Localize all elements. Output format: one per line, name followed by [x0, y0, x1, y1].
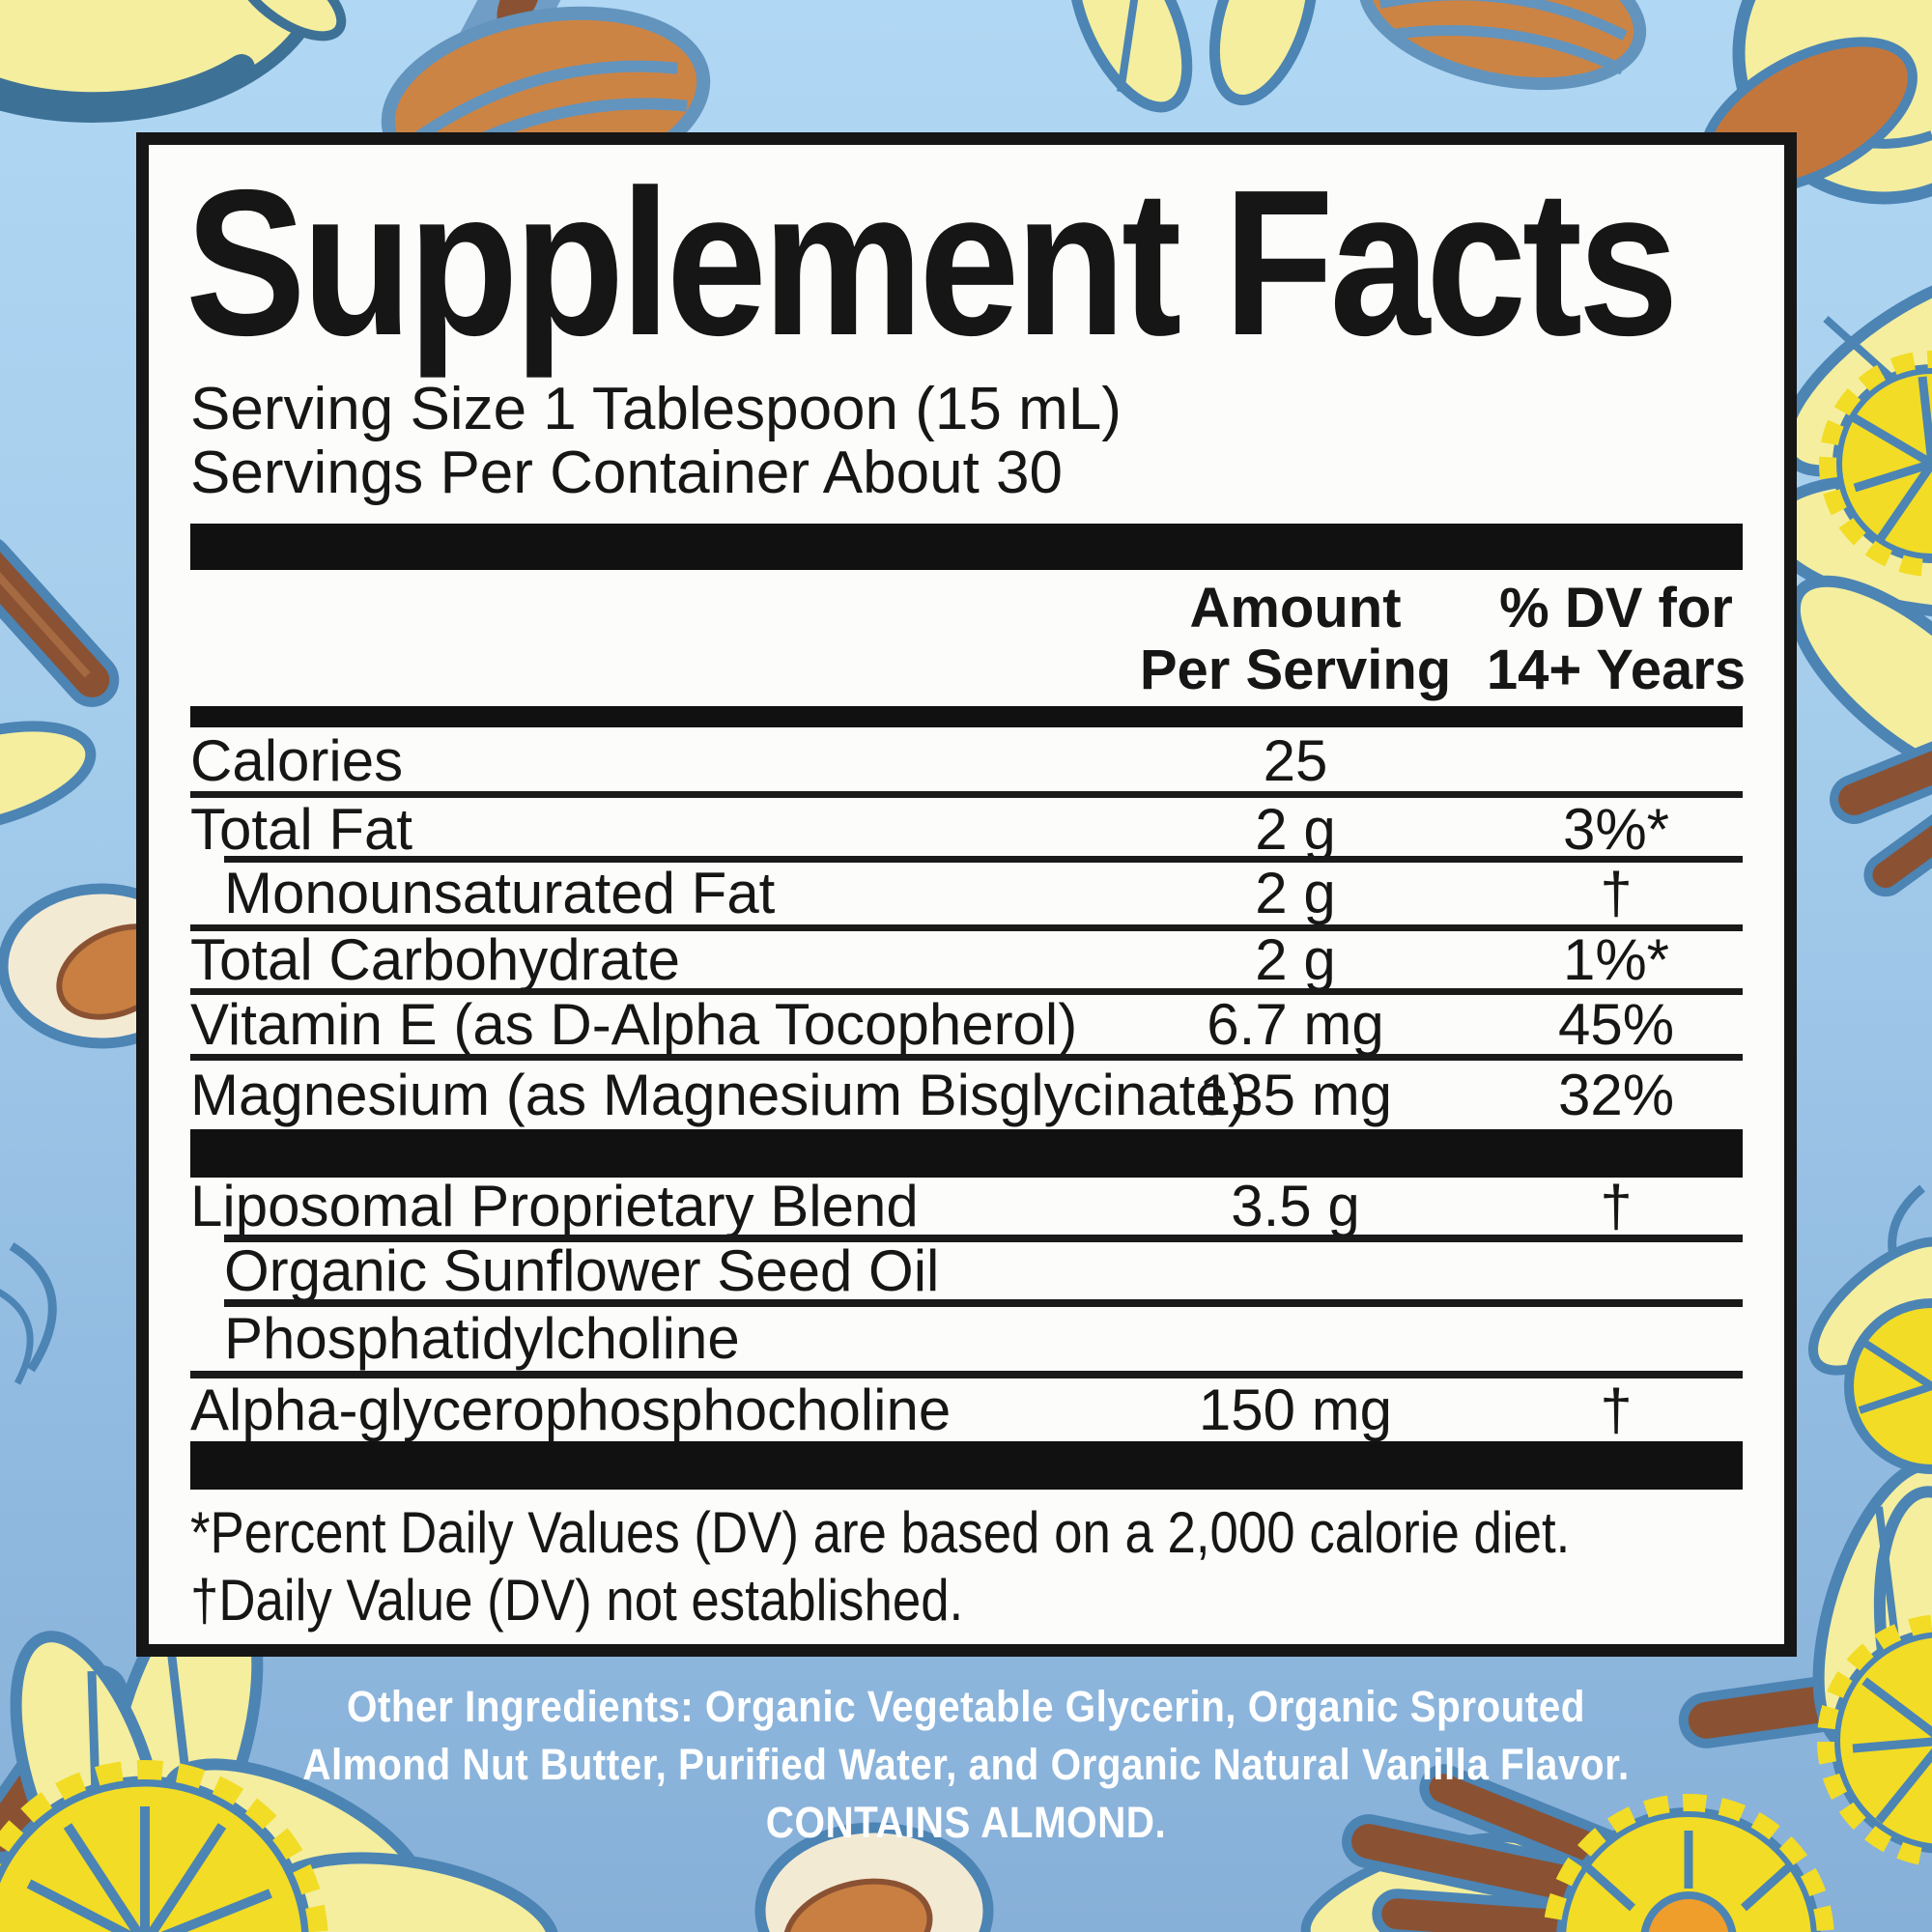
row-divider-indented — [224, 856, 1743, 863]
divider-bar-thick-bottom — [190, 1441, 1743, 1490]
serving-info: Serving Size 1 Tablespoon (15 mL) Servin… — [190, 378, 1122, 505]
left-petal-icon — [0, 721, 97, 835]
footnotes: *Percent Daily Values (DV) are based on … — [190, 1499, 1570, 1634]
table-row-total-carbohydrate: Total Carbohydrate 2 g 1%* — [190, 927, 1670, 992]
other-ingredients-line2: Almond Nut Butter, Purified Water, and O… — [302, 1740, 1630, 1789]
divider-bar-thin — [190, 706, 1743, 727]
table-row-liposomal-blend: Liposomal Proprietary Blend 3.5 g † — [190, 1174, 1633, 1238]
table-row-alpha-gpc: Alpha-glycerophosphocholine 150 mg † — [190, 1378, 1633, 1442]
table-row-vitamin-e: Vitamin E (as D-Alpha Tocopherol) 6.7 mg… — [190, 992, 1675, 1057]
footnote-dagger: †Daily Value (DV) not established. — [190, 1568, 964, 1633]
row-divider — [190, 1371, 1743, 1378]
table-row-magnesium: Magnesium (as Magnesium Bisglycinate) 13… — [190, 1063, 1675, 1127]
footnote-dv: *Percent Daily Values (DV) are based on … — [190, 1500, 1571, 1565]
top-center-petals-icon — [1067, 0, 1319, 113]
right-pods-icon — [1830, 726, 1932, 897]
bottom-almond-shell-icon — [754, 1822, 994, 1932]
row-divider-indented — [224, 1235, 1743, 1242]
servings-per-container: Servings Per Container About 30 — [190, 440, 1063, 506]
corner-daffodil-icon — [1678, 1459, 1932, 1867]
bottom-right-bundle-icon — [1300, 1764, 1834, 1932]
row-divider — [190, 988, 1743, 995]
top-right-almond-icon — [1357, 0, 1647, 91]
page-title: Supplement Facts — [185, 146, 1679, 379]
other-ingredients: Other Ingredients: Organic Vegetable Gly… — [270, 1678, 1662, 1852]
column-header-amount: Amount Per Serving — [1139, 577, 1452, 701]
table-row-monounsaturated-fat: Monounsaturated Fat 2 g † — [224, 861, 1633, 925]
serving-size: Serving Size 1 Tablespoon (15 mL) — [190, 376, 1122, 442]
row-divider-indented — [224, 1299, 1743, 1307]
table-row-calories: Calories 25 — [190, 728, 1328, 793]
divider-bar-thick-top — [190, 524, 1743, 570]
table-row-sunflower-oil: Organic Sunflower Seed Oil — [224, 1238, 940, 1303]
supplement-facts-panel: Supplement Facts Serving Size 1 Tablespo… — [136, 132, 1797, 1657]
bottom-left-daffodil-icon — [0, 1576, 560, 1932]
table-row-total-fat: Total Fat 2 g 3%* — [190, 797, 1670, 862]
row-divider — [190, 791, 1743, 798]
left-curves-icon — [0, 1242, 57, 1385]
right-small-flower-icon — [1807, 1236, 1932, 1474]
row-divider — [190, 924, 1743, 931]
column-header-dv: % DV for 14+ Years — [1486, 577, 1747, 701]
divider-bar-thick-middle — [190, 1129, 1743, 1178]
table-row-phosphatidylcholine: Phosphatidylcholine — [224, 1306, 740, 1371]
contains-allergen: CONTAINS ALMOND. — [765, 1798, 1167, 1847]
row-divider — [190, 1054, 1743, 1061]
other-ingredients-line1: Other Ingredients: Organic Vegetable Gly… — [347, 1682, 1585, 1731]
top-left-flower-icon — [0, 0, 347, 123]
left-vanilla-pod-icon — [0, 535, 120, 707]
